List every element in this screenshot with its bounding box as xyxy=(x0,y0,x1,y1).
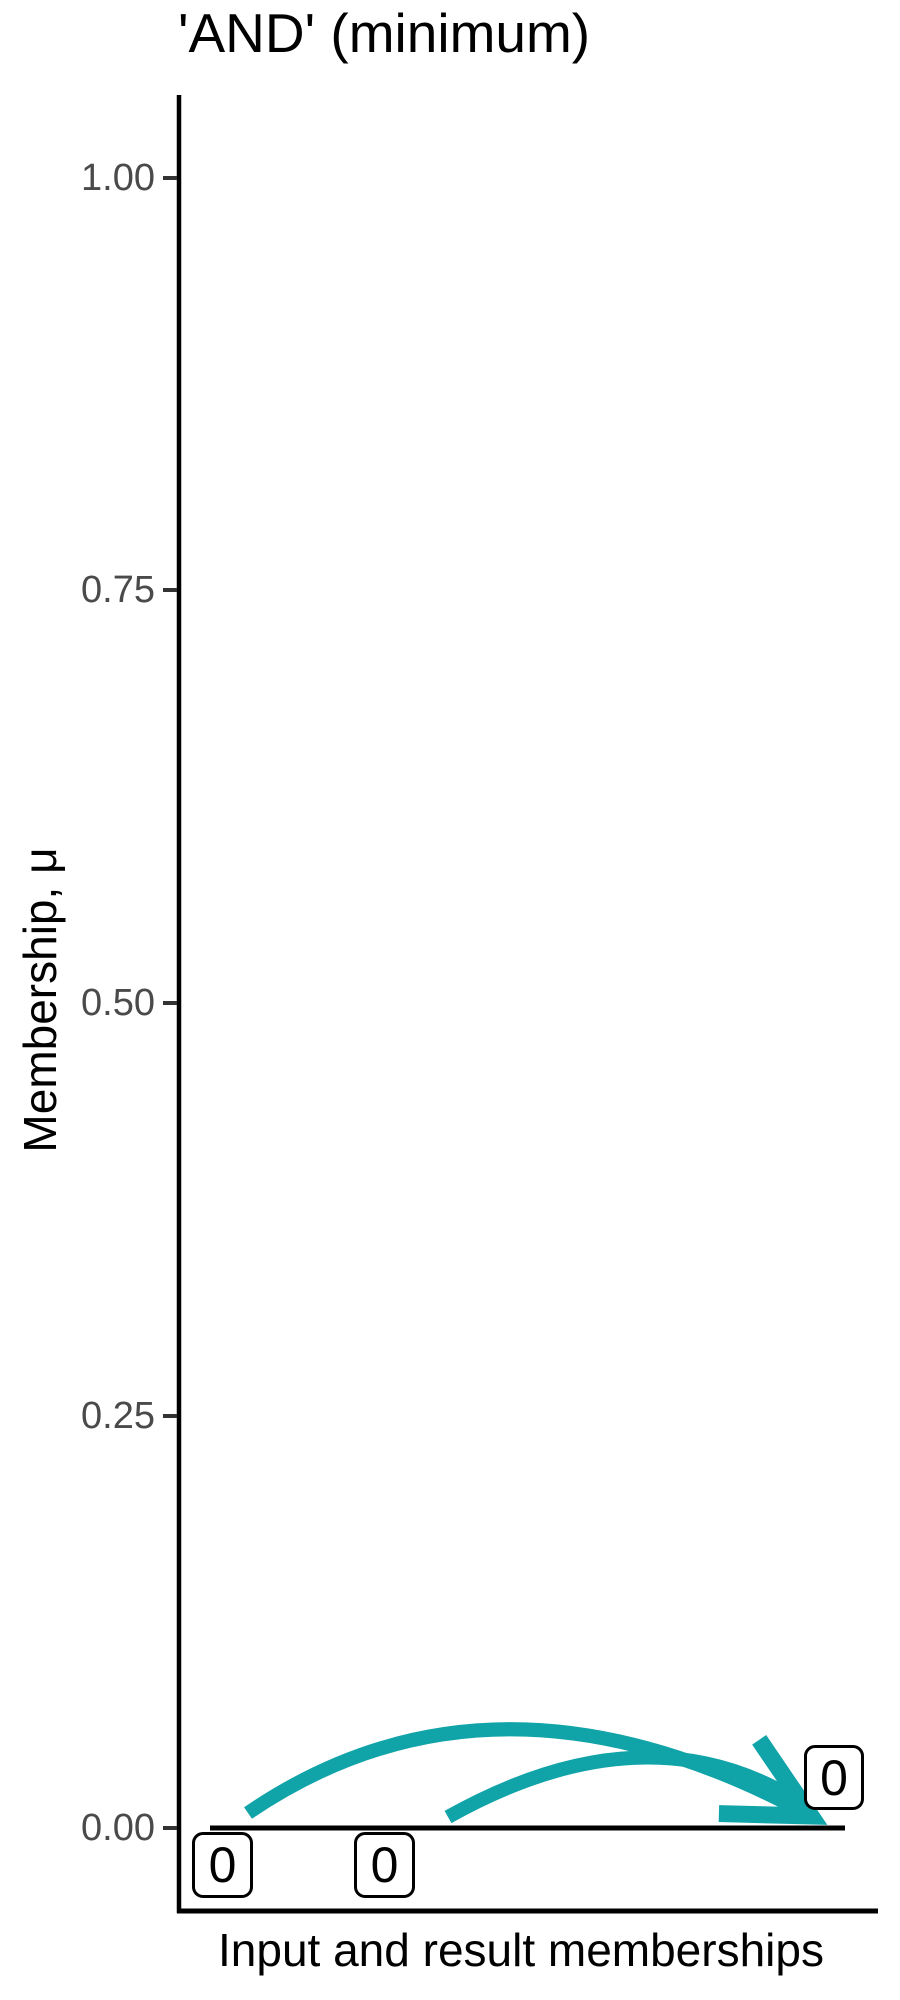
value-box-input-2: 0 xyxy=(354,1832,415,1898)
value-box-input-1-label: 0 xyxy=(208,1837,237,1893)
chart-title: 'AND' (minimum) xyxy=(178,2,591,64)
input1-to-result-arrow xyxy=(244,1722,828,1825)
value-box-result-label: 0 xyxy=(820,1749,848,1806)
ytick-label-1.00: 1.00 xyxy=(81,157,155,199)
ytick-label-0.00: 0.00 xyxy=(81,1807,155,1849)
ytick-label-0.25: 0.25 xyxy=(81,1395,155,1437)
value-box-result: 0 xyxy=(804,1745,864,1810)
value-box-input-2-label: 0 xyxy=(370,1837,399,1893)
x-axis-label: Input and result memberships xyxy=(218,1924,824,1976)
ytick-label-0.75: 0.75 xyxy=(81,569,155,611)
ytick-label-0.50: 0.50 xyxy=(81,982,155,1024)
value-box-input-1: 0 xyxy=(192,1832,253,1898)
y-tick-marks xyxy=(163,176,177,1830)
